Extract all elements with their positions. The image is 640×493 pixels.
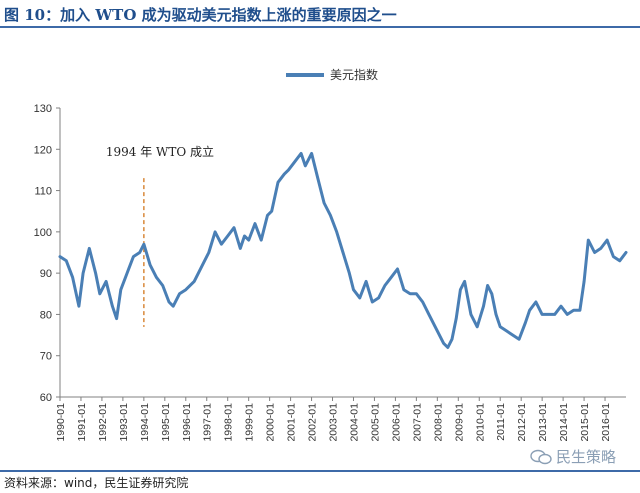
x-tick-label: 1998-01 [223,403,235,442]
x-tick-label: 2000-01 [265,403,277,442]
chart-annotation: 1994 年 WTO 成立 [106,144,214,327]
x-tick-label: 2005-01 [369,403,381,442]
x-axis-ticks: 1990-01 1991-01 1992-01 1993-01 1994-01 1995-… [55,397,612,442]
x-tick-label: 1992-01 [97,403,109,442]
x-tick-label: 2010-01 [474,403,486,442]
figure-title: 图 10：加入 WTO 成为驱动美元指数上涨的重要原因之一 [4,6,397,24]
x-tick-label: 1996-01 [181,403,193,442]
x-tick-label: 2014-01 [558,403,570,442]
x-tick-label: 2011-01 [495,403,507,441]
x-tick-label: 1997-01 [202,403,214,442]
chart-legend: 美元指数 [286,66,378,83]
chart-series [58,151,628,349]
y-axis-ticks: 60 70 80 90 100 110 120 130 [34,103,60,404]
series-line-usd-index [58,151,628,349]
x-tick-label: 2003-01 [328,403,340,442]
x-tick-label: 2007-01 [411,403,423,442]
x-tick-label: 2001-01 [286,403,298,442]
x-tick-label: 2012-01 [516,403,528,442]
y-tick-label: 120 [34,144,52,156]
x-tick-label: 1991-01 [76,403,88,442]
x-tick-label: 1995-01 [160,403,172,442]
x-tick-label: 2013-01 [537,403,549,442]
wechat-icon [530,449,552,464]
x-tick-label: 2015-01 [579,403,591,442]
x-tick-label: 1994-01 [139,403,151,442]
line-chart: 60 70 80 90 100 110 120 130 1990-01 1991-01 1992-… [34,103,628,442]
y-tick-label: 70 [40,351,52,363]
x-tick-label: 1993-01 [118,403,130,442]
y-tick-label: 60 [40,392,52,404]
legend-label: 美元指数 [330,68,379,82]
x-tick-label: 2009-01 [453,403,465,442]
title-bar: 图 10：加入 WTO 成为驱动美元指数上涨的重要原因之一 [0,0,640,28]
annotation-label: 1994 年 WTO 成立 [106,144,214,159]
x-tick-label: 2008-01 [432,403,444,442]
watermark-text: 民生策略 [556,448,617,466]
x-tick-label: 1990-01 [55,403,67,442]
x-tick-label: 2002-01 [307,403,319,442]
legend-swatch [286,72,324,77]
watermark: 民生策略 [530,446,616,467]
source-note: 资料来源：wind，民生证券研究院 [4,476,189,490]
y-tick-label: 100 [34,227,52,239]
y-tick-label: 130 [34,103,52,115]
x-tick-label: 1999-01 [244,403,256,442]
x-tick-label: 2016-01 [600,403,612,442]
x-tick-label: 2004-01 [348,403,360,442]
y-tick-label: 90 [40,268,52,280]
chart-axes [59,108,626,398]
y-tick-label: 110 [34,186,52,198]
x-tick-label: 2006-01 [390,403,402,442]
footer-rule [0,470,640,472]
y-tick-label: 80 [40,309,52,321]
